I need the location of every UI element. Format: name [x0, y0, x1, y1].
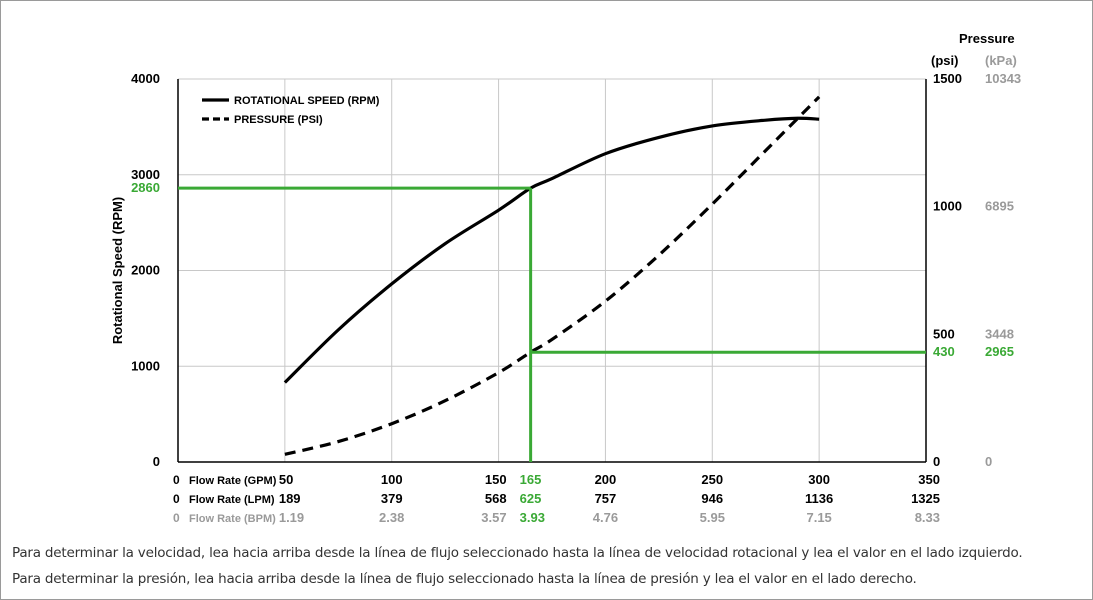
x-tick-label: 300	[808, 472, 830, 487]
x-tick-label: 568	[485, 491, 507, 506]
y-left-tick-label: 1000	[131, 358, 160, 373]
x-row-label: Flow Rate (LPM)	[189, 494, 275, 506]
x-tick-label: 150	[485, 472, 507, 487]
right-axis-title: Pressure	[959, 31, 1015, 46]
x-row-label: Flow Rate (GPM)	[189, 475, 277, 487]
x-tick-label: 757	[595, 491, 617, 506]
highlight-kpa-label: 2965	[985, 344, 1014, 359]
x-tick-label: 8.33	[915, 510, 940, 525]
x-tick-label: 50	[279, 472, 293, 487]
x-tick-label: 5.95	[700, 510, 725, 525]
x-tick-zero: 0	[173, 492, 180, 506]
legend-label: ROTATIONAL SPEED (RPM)	[234, 95, 380, 107]
y-right-tick-psi: 500	[933, 326, 955, 341]
x-tick-label: 1.19	[279, 510, 304, 525]
y-axis-title: Rotational Speed (RPM)	[110, 197, 125, 344]
x-tick-label: 379	[381, 491, 403, 506]
speed-instruction-note: Para determinar la velocidad, lea hacia …	[12, 545, 1023, 561]
x-tick-label: 2.38	[379, 510, 404, 525]
x-tick-label: 4.76	[593, 510, 618, 525]
y-right-tick-psi: 1000	[933, 199, 962, 214]
x-tick-label: 189	[279, 491, 301, 506]
rotational-speed-curve	[283, 116, 820, 384]
x-tick-zero: 0	[173, 473, 180, 487]
highlight-gpm-label: 165	[520, 472, 542, 487]
highlight-rpm-label: 2860	[131, 180, 160, 195]
y-left-tick-label: 0	[153, 454, 160, 469]
y-right-tick-kpa: 3448	[985, 326, 1014, 341]
y-right-tick-psi: 1500	[933, 71, 962, 86]
x-tick-label: 3.57	[481, 510, 506, 525]
y-right-tick-kpa: 0	[985, 454, 992, 469]
x-tick-label: 1325	[911, 491, 940, 506]
y-right-tick-kpa: 10343	[985, 71, 1021, 86]
y-left-tick-label: 2000	[131, 263, 160, 278]
y-right-tick-psi: 0	[933, 454, 940, 469]
y-left-tick-label: 4000	[131, 71, 160, 86]
highlight-psi-label: 430	[933, 344, 955, 359]
x-tick-label: 350	[918, 472, 940, 487]
pressure-curve	[284, 95, 821, 456]
x-tick-label: 100	[381, 472, 403, 487]
y-right-tick-kpa: 6895	[985, 199, 1014, 214]
x-tick-label: 7.15	[806, 510, 831, 525]
right-axis-unit-kpa: (kPa)	[985, 53, 1017, 68]
x-tick-label: 200	[595, 472, 617, 487]
y-left-tick-label: 3000	[131, 167, 160, 182]
highlight-lpm-label: 625	[520, 491, 542, 506]
x-tick-label: 250	[701, 472, 723, 487]
x-tick-label: 1136	[805, 491, 833, 506]
legend-label: PRESSURE (PSI)	[234, 114, 323, 126]
x-row-label: Flow Rate (BPM)	[189, 513, 276, 525]
pressure-instruction-note: Para determinar la presión, lea hacia ar…	[12, 571, 917, 587]
highlight-bpm-label: 3.93	[520, 510, 545, 525]
x-tick-label: 946	[701, 491, 723, 506]
right-axis-unit-psi: (psi)	[931, 53, 958, 68]
x-tick-zero: 0	[173, 511, 180, 525]
